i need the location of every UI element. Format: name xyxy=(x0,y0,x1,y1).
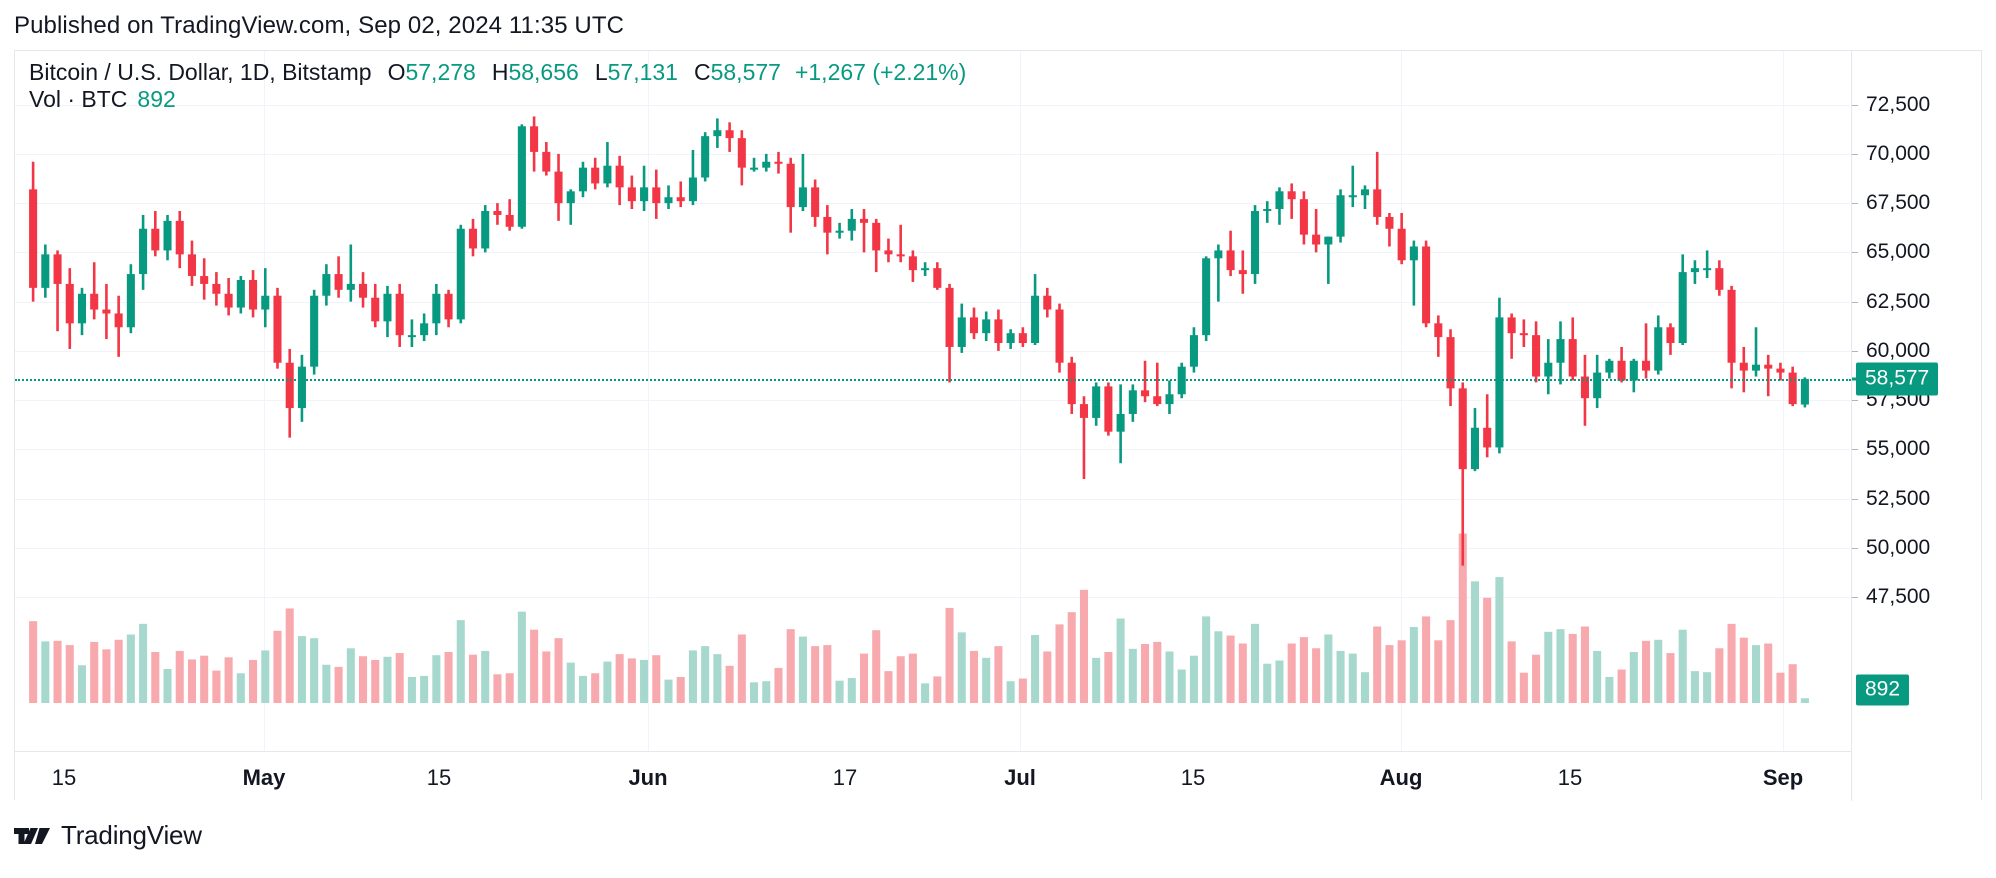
grid-line-vertical xyxy=(1783,51,1784,751)
time-axis[interactable]: 15 May 15 Jun 17 Jul 15 Aug 15 Sep xyxy=(15,751,1851,800)
tradingview-brand-text: TradingView xyxy=(61,820,202,850)
price-axis-tick xyxy=(1852,449,1858,451)
grid-line-horizontal xyxy=(15,153,1851,155)
grid-line-horizontal xyxy=(15,301,1851,303)
price-axis-tick xyxy=(1852,498,1858,500)
price-axis-tick xyxy=(1852,597,1858,599)
price-axis[interactable]: 72,500 70,000 67,500 65,000 62,500 60,000 57,5… xyxy=(1851,51,1981,801)
price-axis-label: 70,000 xyxy=(1866,141,1931,165)
current-price-badge[interactable]: 58,577 xyxy=(1856,362,1939,396)
grid-line-horizontal xyxy=(15,498,1851,500)
time-axis-label: 15 xyxy=(1557,765,1583,790)
grid-line-horizontal xyxy=(15,104,1851,106)
time-axis-label: Jul xyxy=(1004,765,1036,790)
price-axis-tick xyxy=(1852,104,1858,106)
price-axis-label: 67,500 xyxy=(1866,191,1931,215)
time-axis-label: 15 xyxy=(1180,765,1206,790)
price-axis-label: 72,500 xyxy=(1866,92,1931,116)
price-axis-label: 65,000 xyxy=(1866,240,1931,264)
tradingview-footer: TradingView xyxy=(14,820,202,851)
grid-line-horizontal xyxy=(15,203,1851,205)
candlestick-series xyxy=(29,116,1809,704)
price-axis-label: 60,000 xyxy=(1866,338,1931,362)
grid-line-horizontal xyxy=(15,252,1851,254)
current-price-line xyxy=(15,378,1851,381)
grid-line-horizontal xyxy=(15,547,1851,549)
published-caption: Published on TradingView.com, Sep 02, 20… xyxy=(14,12,625,39)
time-axis-label: Sep xyxy=(1762,765,1804,790)
grid-line-vertical xyxy=(1401,51,1402,751)
price-axis-label: 47,500 xyxy=(1866,585,1931,609)
time-axis-label: Jun xyxy=(628,765,668,790)
time-axis-label: 15 xyxy=(51,765,77,790)
price-axis-tick xyxy=(1852,547,1858,549)
chart-frame: Bitcoin / U.S. Dollar, 1D, Bitstamp O57,… xyxy=(14,50,1982,801)
grid-line-horizontal xyxy=(15,449,1851,451)
time-axis-label: Aug xyxy=(1379,765,1423,790)
time-axis-label: May xyxy=(242,765,286,790)
grid-line-vertical xyxy=(648,51,649,751)
price-pane[interactable] xyxy=(15,51,1851,751)
price-axis-tick xyxy=(1852,153,1858,155)
tradingview-logo-icon xyxy=(14,827,50,844)
price-axis-tick xyxy=(1852,400,1858,402)
price-axis-tick xyxy=(1852,203,1858,205)
price-axis-label: 50,000 xyxy=(1866,535,1931,559)
grid-line-horizontal xyxy=(15,350,1851,352)
price-axis-tick xyxy=(1852,252,1858,254)
price-axis-label: 52,500 xyxy=(1866,486,1931,510)
grid-line-vertical xyxy=(264,51,265,751)
price-axis-tick xyxy=(1852,350,1858,352)
grid-line-horizontal xyxy=(15,597,1851,599)
price-badge-pointer xyxy=(1852,377,1859,381)
price-axis-label: 62,500 xyxy=(1866,289,1931,313)
price-axis-label: 55,000 xyxy=(1866,437,1931,461)
time-axis-label: 15 xyxy=(426,765,452,790)
grid-line-horizontal xyxy=(15,400,1851,402)
time-axis-label: 17 xyxy=(832,765,858,790)
current-volume-badge[interactable]: 892 xyxy=(1856,674,1910,706)
grid-line-vertical xyxy=(1020,51,1021,751)
price-axis-tick xyxy=(1852,301,1858,303)
